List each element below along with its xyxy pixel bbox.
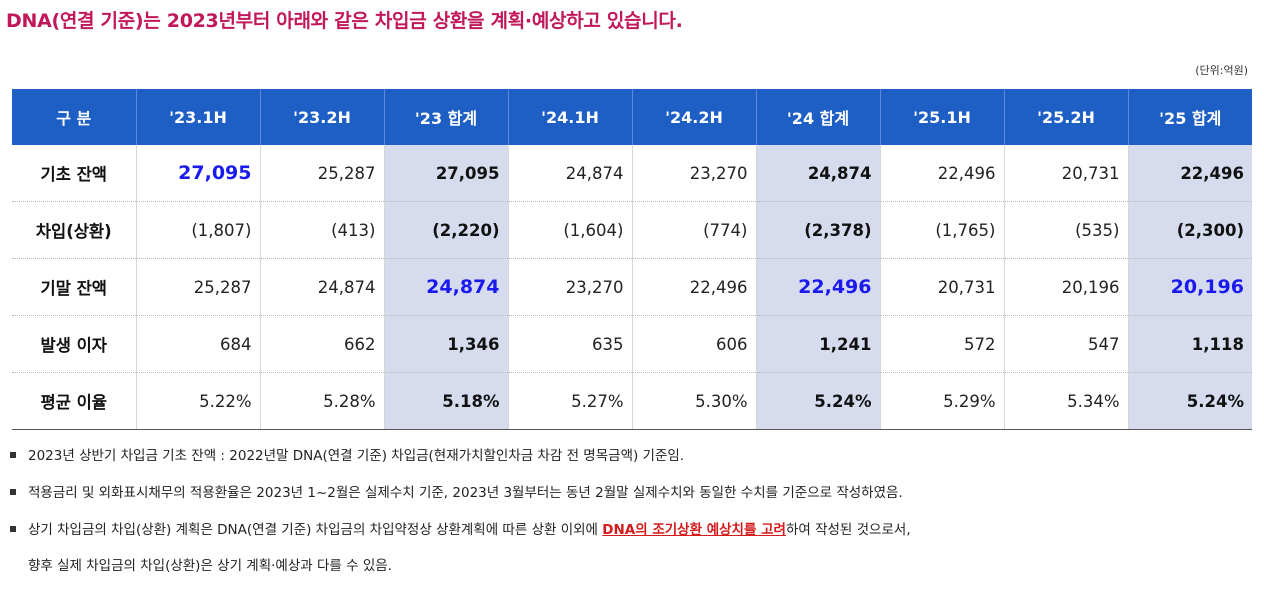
table-cell: (1,807) (135, 201, 260, 259)
table-cell: (774) (631, 201, 756, 259)
table-cell: (2,378) (755, 201, 880, 259)
header-23-total: '23 합계 (383, 89, 508, 145)
table-row: 기말 잔액 25,287 24,874 24,874 23,270 22,496… (12, 258, 1252, 316)
table-cell: 1,241 (755, 315, 880, 373)
table-cell: 5.30% (631, 372, 756, 430)
table-cell: (2,220) (383, 201, 508, 259)
header-25-2h: '25.2H (1003, 89, 1128, 145)
footnote-text: 상기 차입금의 차입(상환) 계획은 DNA(연결 기준) 차입금의 차입약정상… (28, 522, 603, 538)
table-cell: 572 (879, 315, 1004, 373)
table-cell: 547 (1003, 315, 1128, 373)
footnote-emphasis: DNA의 조기상환 예상치를 고려 (602, 522, 786, 538)
table-header-row: 구 분 '23.1H '23.2H '23 합계 '24.1H '24.2H '… (12, 89, 1252, 145)
footnote-3: 상기 차입금의 차입(상환) 계획은 DNA(연결 기준) 차입금의 차입약정상… (8, 520, 1258, 576)
table-cell: 1,346 (383, 315, 508, 373)
table-cell: 23,270 (631, 145, 756, 202)
table-cell: 684 (135, 315, 260, 373)
header-24-2h: '24.2H (631, 89, 756, 145)
table-cell: 635 (507, 315, 632, 373)
row-label: 기초 잔액 (12, 145, 136, 202)
table-cell: 24,874 (259, 258, 384, 316)
table-cell: 5.34% (1003, 372, 1128, 430)
table-cell: 1,118 (1127, 315, 1252, 373)
table-cell: (535) (1003, 201, 1128, 259)
table-row: 발생 이자 684 662 1,346 635 606 1,241 572 54… (12, 315, 1252, 373)
table-cell: 24,874 (383, 258, 508, 316)
table-cell: 20,731 (1003, 145, 1128, 202)
footnote-1: 2023년 상반기 차입금 기초 잔액 : 2022년말 DNA(연결 기준) … (8, 446, 1258, 466)
bullet-icon (10, 489, 16, 495)
table-cell: 24,874 (507, 145, 632, 202)
table-cell: 20,196 (1003, 258, 1128, 316)
footnote-text: 하여 작성된 것으로서, (785, 522, 911, 538)
table-cell: 25,287 (259, 145, 384, 202)
table-cell: (2,300) (1127, 201, 1252, 259)
table-cell: 22,496 (631, 258, 756, 316)
header-category: 구 분 (12, 89, 136, 145)
table-row: 기초 잔액 27,095 25,287 27,095 24,874 23,270… (12, 145, 1252, 202)
header-23-2h: '23.2H (259, 89, 384, 145)
table-cell: 20,731 (879, 258, 1004, 316)
table-cell: 27,095 (383, 145, 508, 202)
header-24-total: '24 합계 (755, 89, 880, 145)
table-cell: 22,496 (879, 145, 1004, 202)
footnote-text-continued: 향후 실제 차입금의 차입(상환)은 상기 계획·예상과 다를 수 있음. (28, 558, 392, 574)
bullet-icon (10, 452, 16, 458)
footnotes: 2023년 상반기 차입금 기초 잔액 : 2022년말 DNA(연결 기준) … (8, 446, 1258, 593)
table-cell: 662 (259, 315, 384, 373)
table-cell: 5.24% (755, 372, 880, 430)
table-cell: (1,765) (879, 201, 1004, 259)
page-title: DNA(연결 기준)는 2023년부터 아래와 같은 차입금 상환을 계획·예상… (6, 10, 683, 32)
table-cell: 25,287 (135, 258, 260, 316)
row-label: 발생 이자 (12, 315, 136, 373)
unit-label: (단위:억원) (1195, 64, 1248, 77)
footnote-text: 적용금리 및 외화표시채무의 적용환율은 2023년 1~2월은 실제수치 기준… (28, 485, 903, 501)
table-cell: 606 (631, 315, 756, 373)
table-cell: 22,496 (755, 258, 880, 316)
table-cell: 24,874 (755, 145, 880, 202)
table-cell: 23,270 (507, 258, 632, 316)
table-cell: 20,196 (1127, 258, 1252, 316)
row-label: 기말 잔액 (12, 258, 136, 316)
table-cell: 27,095 (135, 145, 260, 202)
header-23-1h: '23.1H (135, 89, 260, 145)
repayment-table: 구 분 '23.1H '23.2H '23 합계 '24.1H '24.2H '… (12, 89, 1252, 430)
header-25-1h: '25.1H (879, 89, 1004, 145)
table-cell: 5.29% (879, 372, 1004, 430)
bullet-icon (10, 526, 16, 532)
row-label: 평균 이율 (12, 372, 136, 430)
table-row: 차입(상환) (1,807) (413) (2,220) (1,604) (77… (12, 201, 1252, 259)
table-cell: 5.22% (135, 372, 260, 430)
table-cell: 5.18% (383, 372, 508, 430)
footnote-text: 2023년 상반기 차입금 기초 잔액 : 2022년말 DNA(연결 기준) … (28, 448, 685, 464)
table-cell: 22,496 (1127, 145, 1252, 202)
row-label: 차입(상환) (12, 201, 136, 259)
table-row: 평균 이율 5.22% 5.28% 5.18% 5.27% 5.30% 5.24… (12, 372, 1252, 430)
footnote-2: 적용금리 및 외화표시채무의 적용환율은 2023년 1~2월은 실제수치 기준… (8, 483, 1258, 503)
header-24-1h: '24.1H (507, 89, 632, 145)
table-cell: 5.24% (1127, 372, 1252, 430)
table-cell: (1,604) (507, 201, 632, 259)
header-25-total: '25 합계 (1127, 89, 1252, 145)
table-cell: 5.28% (259, 372, 384, 430)
table-cell: 5.27% (507, 372, 632, 430)
table-cell: (413) (259, 201, 384, 259)
